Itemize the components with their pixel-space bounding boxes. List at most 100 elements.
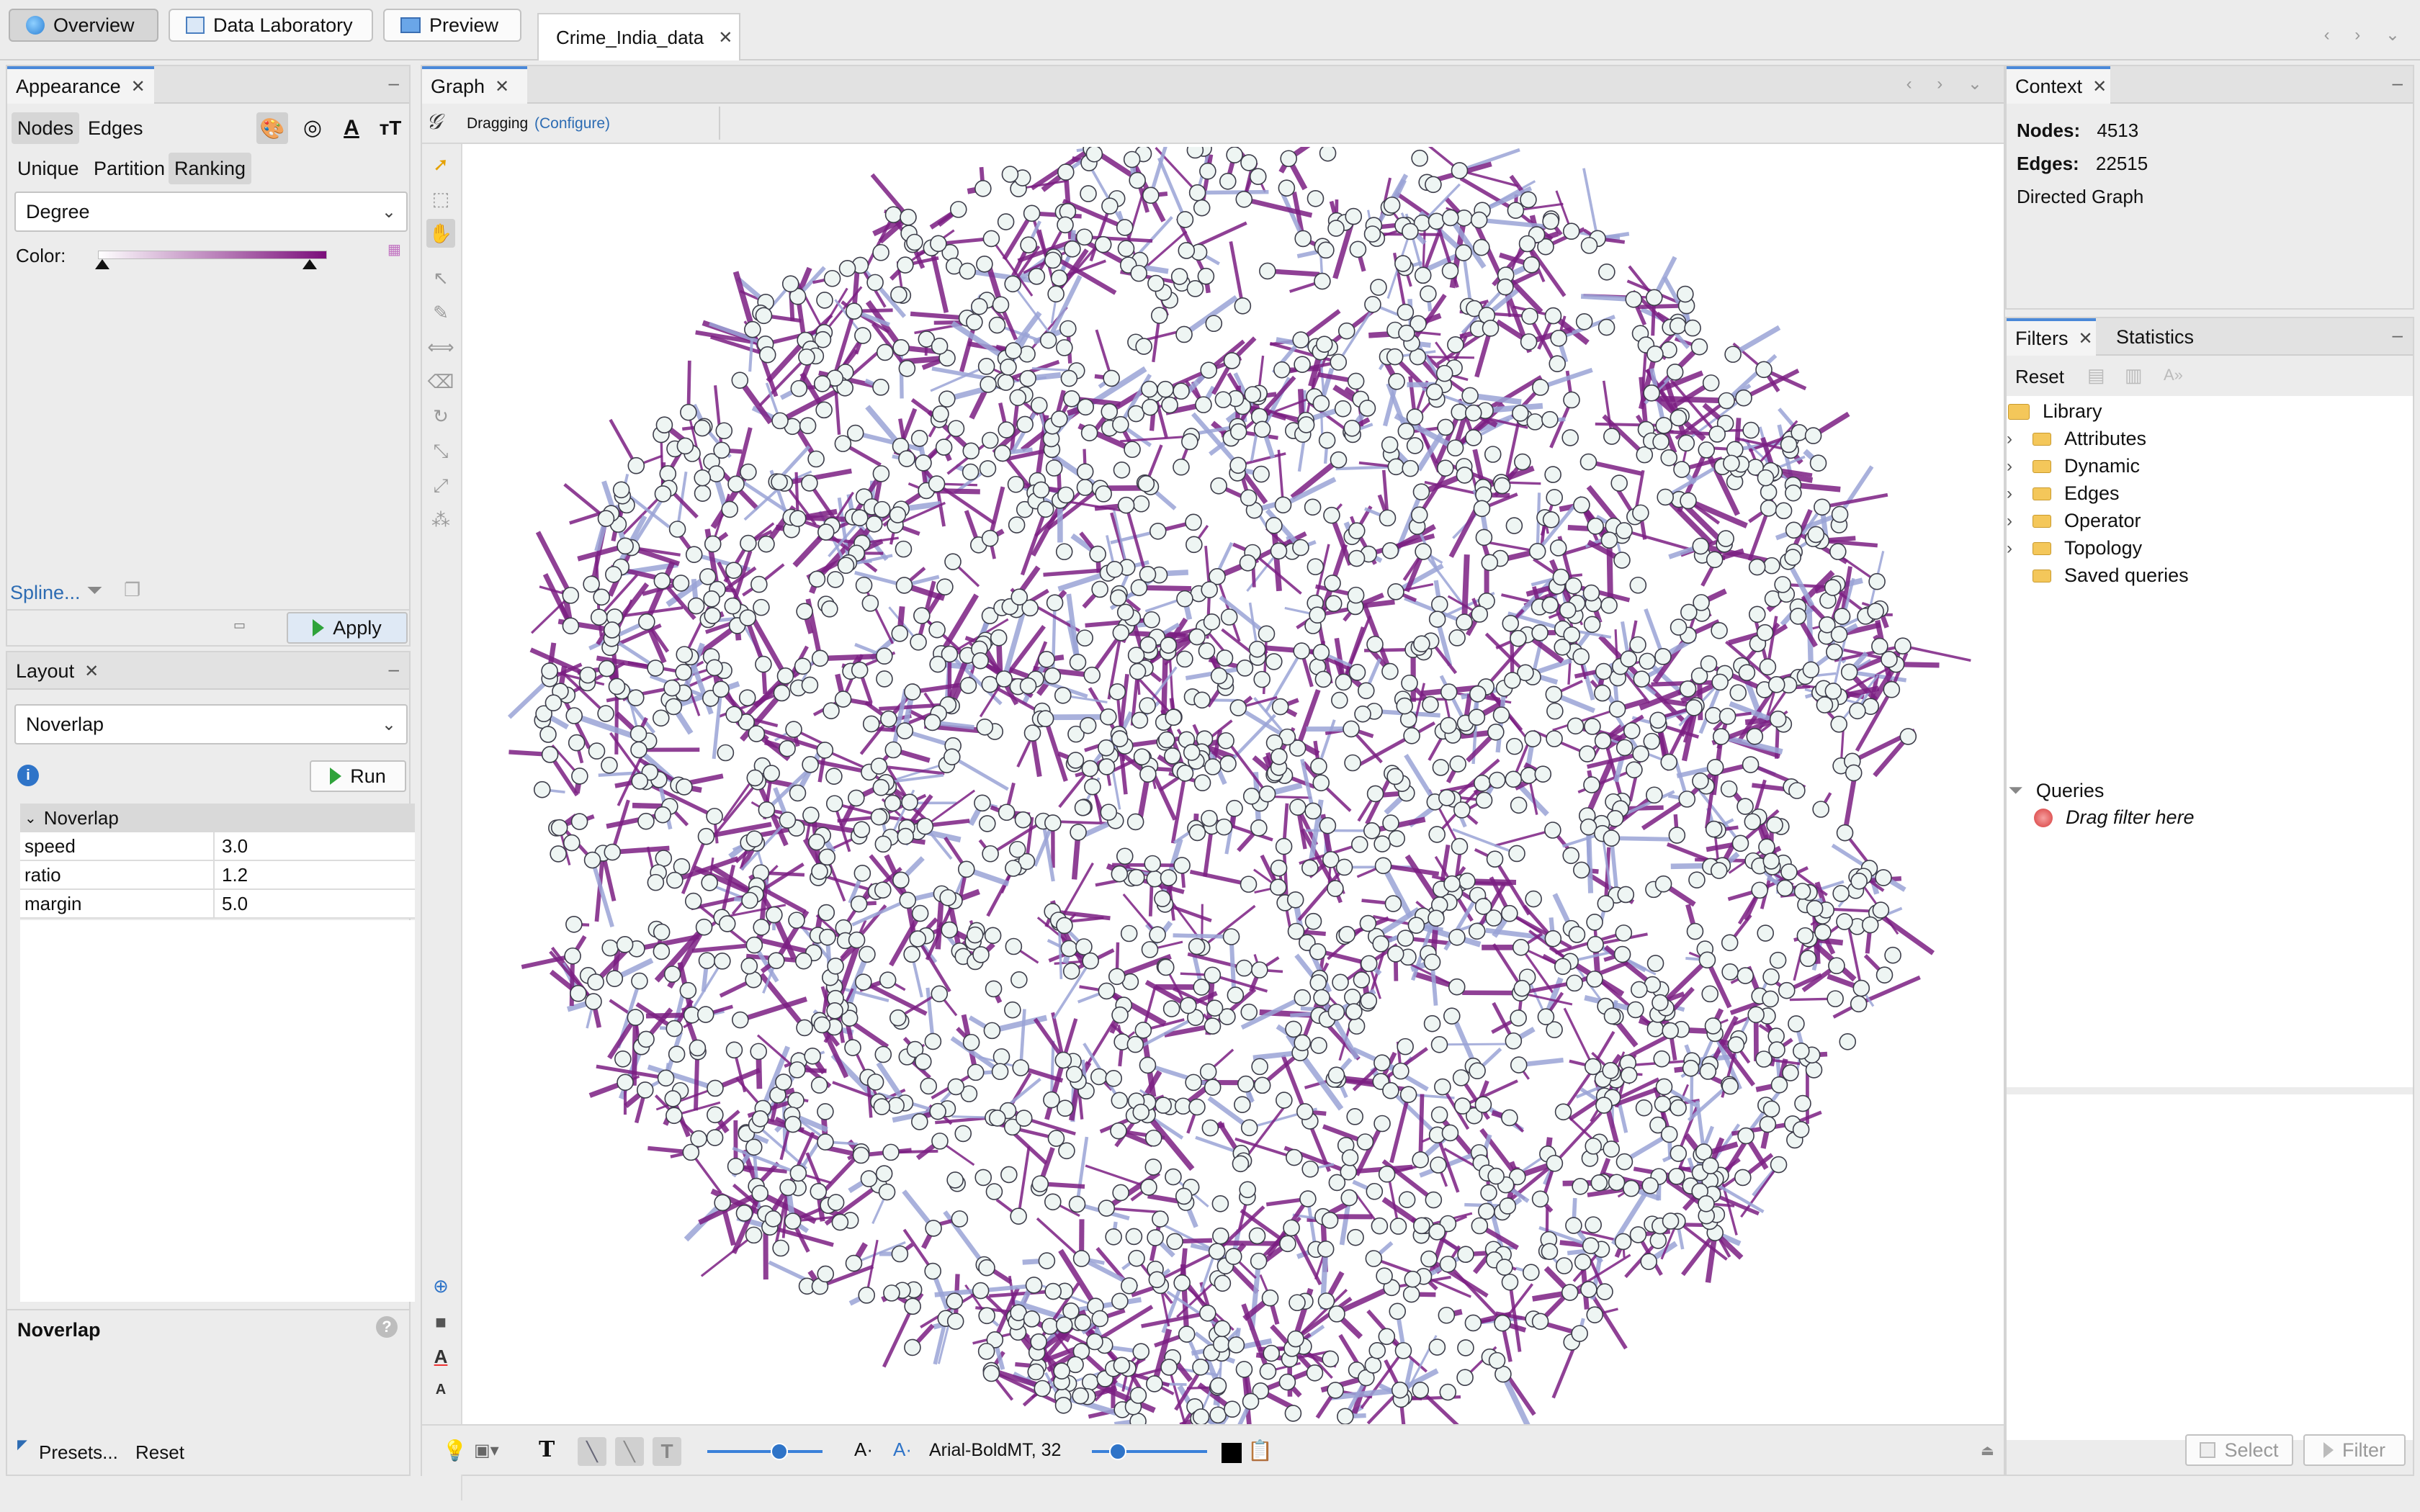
graph-node[interactable] [1157, 731, 1175, 749]
graph-node[interactable] [1440, 683, 1458, 701]
graph-node[interactable] [1698, 1194, 1715, 1212]
graph-node[interactable] [1757, 924, 1774, 942]
graph-node[interactable] [1364, 1356, 1382, 1374]
graph-node[interactable] [1508, 845, 1525, 863]
graph-node[interactable] [814, 330, 832, 348]
graph-node[interactable] [1794, 1094, 1811, 1112]
graph-node[interactable] [1402, 1285, 1420, 1303]
graph-node[interactable] [1100, 708, 1117, 726]
graph-node[interactable] [1441, 262, 1459, 280]
graph-node[interactable] [1057, 486, 1075, 504]
graph-node[interactable] [862, 715, 880, 733]
graph-node[interactable] [763, 765, 780, 782]
graph-node[interactable] [1406, 437, 1424, 454]
graph-node[interactable] [1428, 909, 1445, 927]
graph-node[interactable] [1573, 861, 1590, 879]
graph-node[interactable] [784, 1115, 802, 1133]
graph-node[interactable] [1587, 518, 1604, 535]
graph-node[interactable] [1301, 1160, 1319, 1178]
graph-node[interactable] [1382, 814, 1399, 832]
graph-node[interactable] [1317, 1292, 1335, 1310]
graph-node[interactable] [928, 621, 946, 639]
graph-node[interactable] [1332, 973, 1349, 991]
graph-node[interactable] [1220, 608, 1238, 626]
label-size-icon[interactable]: тT [379, 117, 402, 139]
library-item-saved-queries[interactable]: Saved queries [2007, 564, 2189, 587]
graph-node[interactable] [1135, 338, 1152, 355]
graph-node[interactable] [931, 338, 949, 355]
graph-node[interactable] [1597, 318, 1615, 336]
graph-node[interactable] [1608, 1174, 1626, 1192]
graph-node[interactable] [680, 403, 697, 421]
graph-node[interactable] [816, 292, 833, 309]
graph-node[interactable] [1279, 1235, 1296, 1253]
graph-node[interactable] [818, 848, 836, 866]
graph-node[interactable] [606, 970, 624, 987]
graph-node[interactable] [1738, 664, 1756, 681]
graph-node[interactable] [1199, 162, 1216, 180]
graph-node[interactable] [533, 780, 551, 798]
graph-node[interactable] [1186, 536, 1203, 554]
graph-node[interactable] [1188, 824, 1206, 842]
graph-node[interactable] [1201, 581, 1218, 598]
graph-node[interactable] [976, 256, 993, 273]
graph-node[interactable] [725, 562, 743, 579]
graph-node[interactable] [682, 1143, 700, 1161]
graph-node[interactable] [1718, 708, 1736, 725]
graph-node[interactable] [1235, 190, 1253, 208]
graph-node[interactable] [838, 259, 856, 277]
graph-node[interactable] [1141, 941, 1159, 958]
graph-node[interactable] [630, 741, 647, 759]
graph-node[interactable] [1486, 850, 1504, 868]
graph-node[interactable] [882, 1143, 900, 1161]
graph-node[interactable] [1397, 422, 1415, 440]
graph-node[interactable] [875, 1165, 893, 1182]
graph-node[interactable] [1023, 1310, 1041, 1328]
graph-node[interactable] [1343, 419, 1361, 437]
graph-node[interactable] [1734, 1169, 1752, 1187]
graph-node[interactable] [1410, 506, 1428, 523]
graph-node[interactable] [1603, 1007, 1621, 1025]
graph-node[interactable] [654, 485, 672, 503]
gradient-start-handle[interactable] [95, 259, 109, 269]
graph-node[interactable] [1089, 545, 1106, 563]
graph-node[interactable] [1098, 758, 1116, 775]
property-value[interactable]: 1.2 [222, 863, 248, 886]
graph-node[interactable] [1057, 1099, 1074, 1117]
graph-node[interactable] [721, 500, 739, 518]
help-icon[interactable]: ? [376, 1316, 398, 1338]
graph-node[interactable] [1698, 441, 1716, 459]
graph-node[interactable] [981, 431, 999, 449]
graph-node[interactable] [957, 860, 975, 878]
graph-node[interactable] [853, 865, 871, 882]
graph-node[interactable] [834, 690, 852, 708]
tab-statistics[interactable]: Statistics [2107, 318, 2202, 356]
graph-tab-navigation[interactable]: ‹ › ⌄ [1906, 74, 1992, 94]
graph-node[interactable] [1660, 753, 1678, 771]
graph-node[interactable] [1428, 1338, 1446, 1356]
graph-node[interactable] [1310, 1037, 1327, 1054]
graph-node[interactable] [1051, 410, 1068, 428]
graph-node[interactable] [918, 330, 936, 348]
graph-node[interactable] [1747, 1006, 1765, 1024]
graph-node[interactable] [1285, 1020, 1302, 1038]
graph-node[interactable] [817, 904, 835, 922]
graph-node[interactable] [1633, 670, 1651, 688]
graph-node[interactable] [1307, 189, 1325, 207]
graph-node[interactable] [911, 1113, 928, 1130]
graph-node[interactable] [653, 942, 671, 960]
graph-node[interactable] [1373, 1115, 1391, 1133]
graph-node[interactable] [1660, 1125, 1678, 1143]
graph-node[interactable] [1542, 212, 1559, 230]
graph-node[interactable] [758, 535, 775, 553]
graph-node[interactable] [1643, 384, 1660, 402]
graph-node[interactable] [979, 815, 996, 832]
graph-node[interactable] [1030, 397, 1048, 414]
graph-node[interactable] [1546, 730, 1563, 747]
graph-node[interactable] [1545, 685, 1563, 703]
graph-node[interactable] [1871, 637, 1888, 655]
graph-node[interactable] [1083, 666, 1101, 684]
graph-node[interactable] [1004, 275, 1021, 293]
graph-node[interactable] [1487, 723, 1505, 741]
graph-node[interactable] [1649, 711, 1667, 729]
